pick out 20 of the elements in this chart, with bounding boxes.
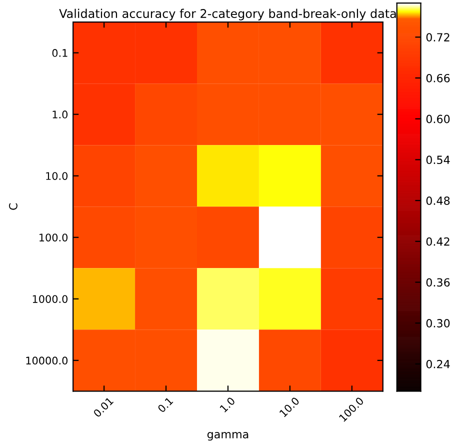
color-bar-label: 0.66: [426, 74, 450, 82]
color-bar-label: 0.72: [426, 33, 450, 42]
color-bar-label: 0.42: [426, 237, 450, 246]
y-tick-label: 10.0: [46, 172, 68, 180]
color-bar-label: 0.60: [426, 114, 450, 124]
color-bar-label: 0.24: [426, 360, 450, 368]
chart-title: Validation accuracy for 2-category band-break-only data: [59, 8, 396, 20]
color-bar-label: 0.54: [426, 156, 450, 164]
y-axis-title: C: [9, 203, 18, 210]
color-bar-label: 0.30: [426, 319, 450, 328]
y-tick-label: 0.1: [52, 49, 68, 57]
x-tick-label: 1.0: [220, 396, 236, 413]
color-bar-label: 0.36: [426, 278, 450, 287]
y-tick-label: 1.0: [52, 110, 68, 118]
x-axis-title: gamma: [207, 432, 248, 441]
color-bar-label: 0.48: [426, 196, 450, 205]
y-tick-label: 10000.0: [26, 356, 68, 365]
x-tick-label: 0.1: [157, 396, 174, 413]
y-tick-label: 100.0: [40, 234, 68, 242]
y-tick-label: 1000.0: [32, 295, 68, 303]
